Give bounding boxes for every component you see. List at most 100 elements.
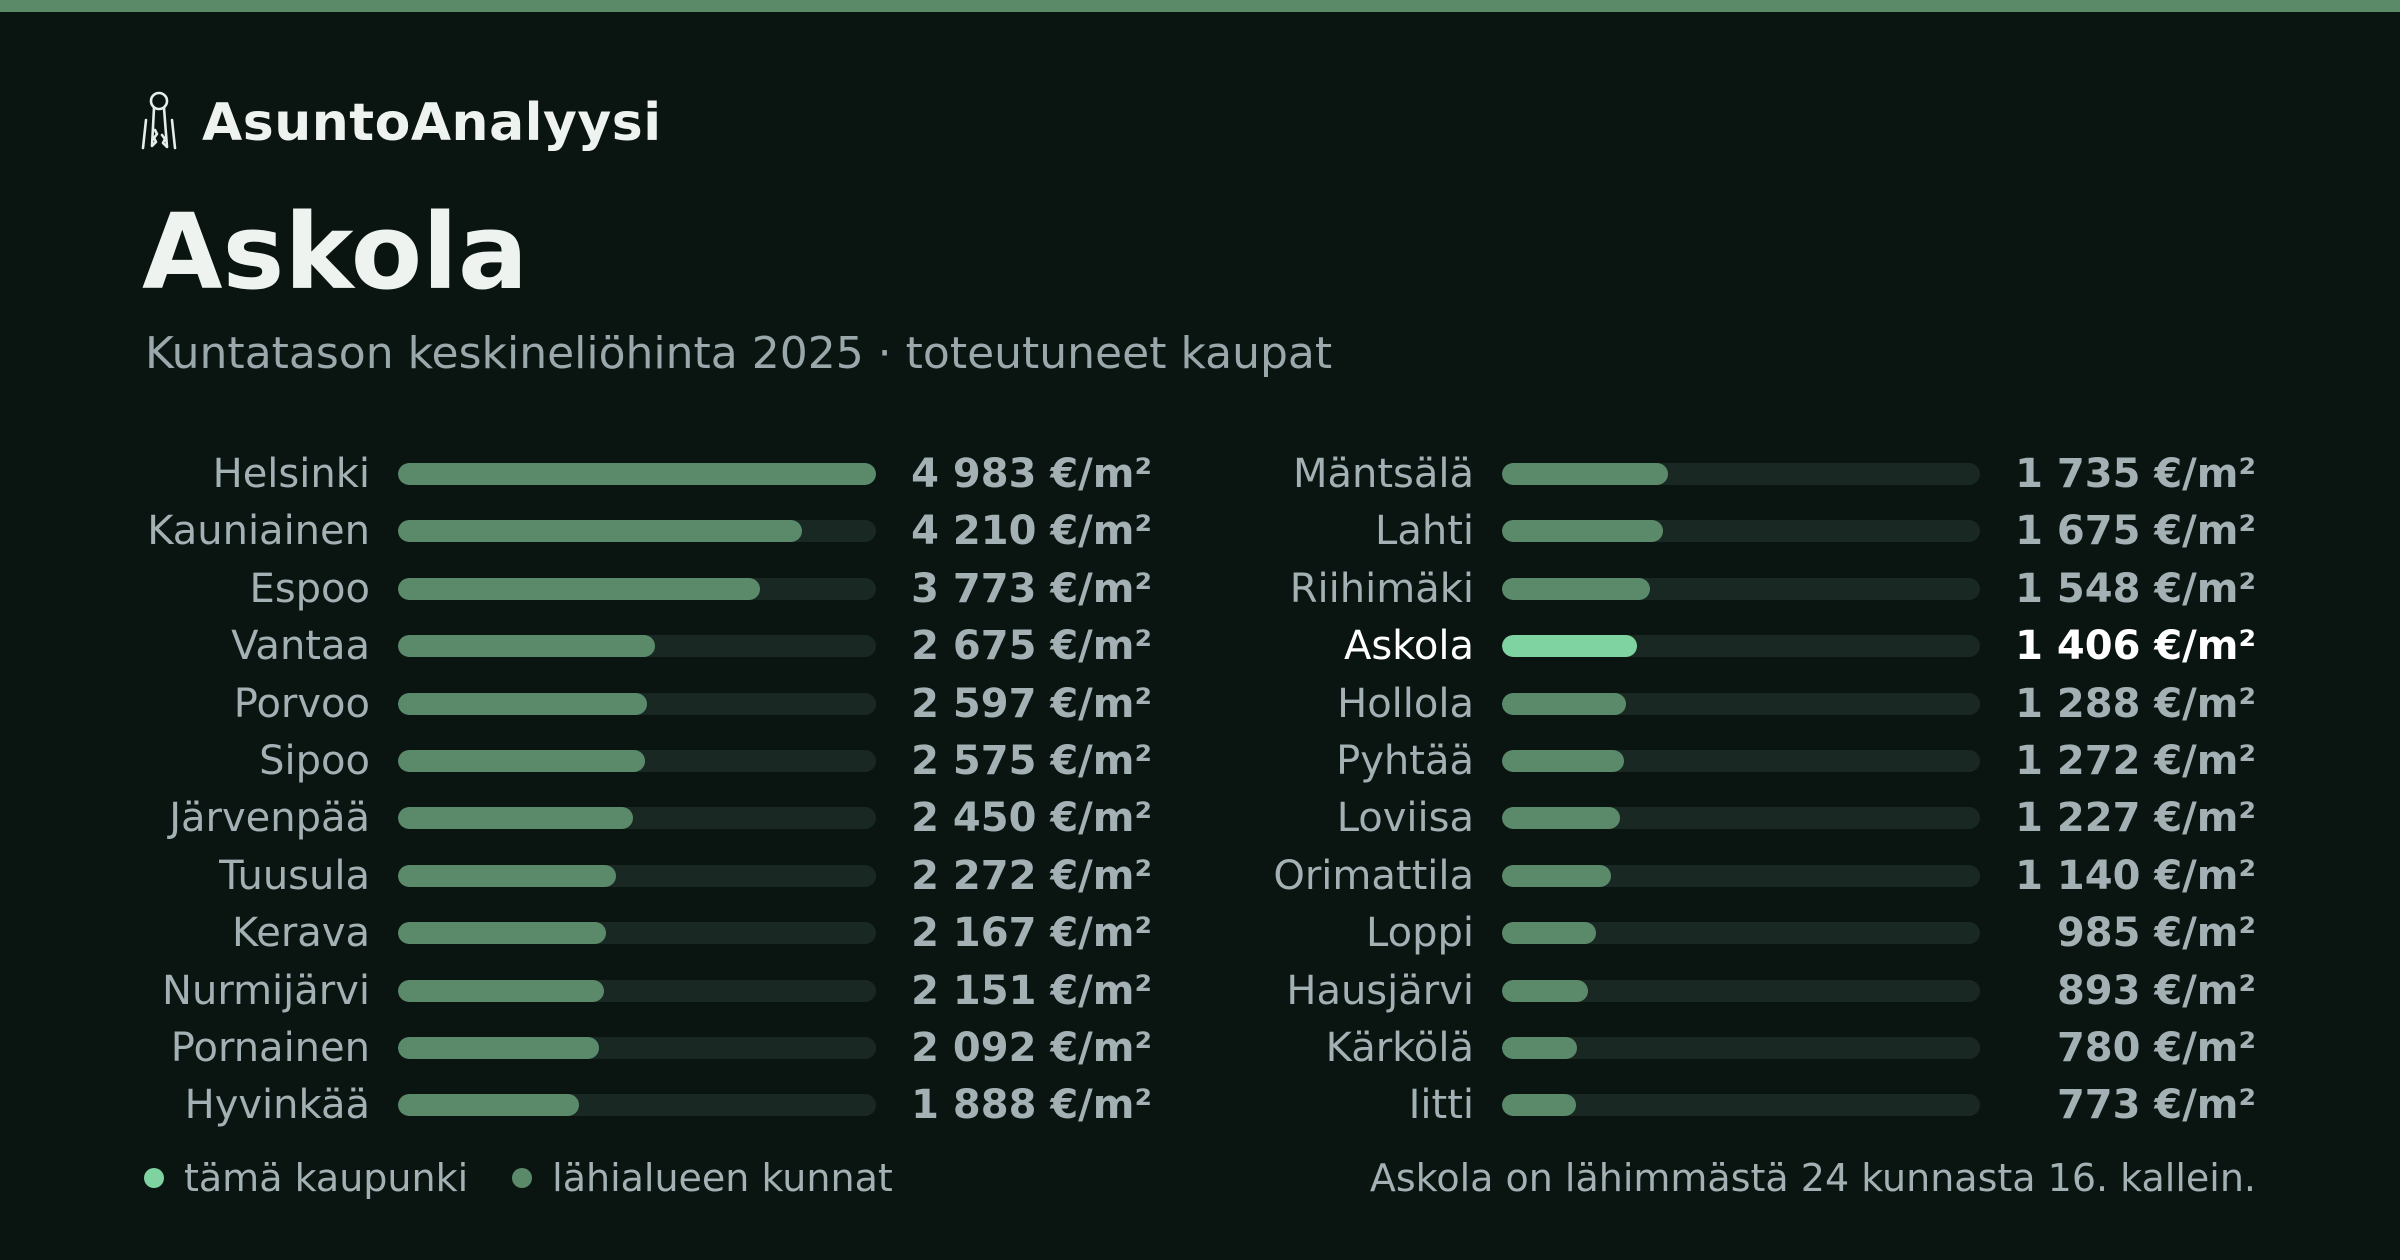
top-accent-bar (0, 0, 2400, 12)
bar-value-label: 1 548 €/m² (2015, 565, 2256, 612)
bar-value-label: 985 €/m² (2056, 910, 2256, 957)
bar-label: Mäntsälä (1292, 451, 1474, 497)
bar-value-label: 2 675 €/m² (911, 623, 1152, 670)
bar-value-label: 2 597 €/m² (911, 680, 1152, 727)
legend-label-this-city: tämä kaupunki (184, 1156, 469, 1200)
keys-icon (140, 90, 178, 156)
legend-dot-nearby (512, 1168, 533, 1188)
bar-row: Hyvinkää 1 888 €/m² (140, 1079, 1152, 1131)
bar-label: Kauniainen (147, 508, 370, 555)
bar (398, 577, 760, 600)
bar-track (1502, 1094, 1980, 1117)
bar (1502, 577, 1651, 600)
bar (1502, 1094, 1577, 1117)
bar-label: Loviisa (1336, 795, 1474, 842)
bar (1502, 463, 1669, 485)
bar-row: Vantaa 2 675 €/m² (140, 620, 1152, 672)
bar-track (398, 463, 876, 485)
bar-row: Järvenpää 2 450 €/m² (140, 792, 1152, 844)
bar (398, 750, 645, 772)
bar-row: Mäntsälä 1 735 €/m² (1244, 448, 2256, 500)
bar-label: Iitti (1408, 1082, 1474, 1129)
bar-value-label: 1 406 €/m² (2015, 623, 2256, 670)
bar-track (1502, 979, 1980, 1002)
bar-label: Järvenpää (169, 795, 370, 842)
bar (1502, 807, 1620, 830)
bar (398, 635, 655, 658)
bar-track (1502, 577, 1980, 600)
bar-value-label: 1 288 €/m² (2015, 680, 2256, 727)
bar-track (398, 577, 876, 600)
bar-row: Orimattila 1 140 €/m² (1244, 850, 2256, 902)
bar-row: Sipoo 2 575 €/m² (140, 735, 1152, 787)
bar-value-label: 1 227 €/m² (2015, 795, 2256, 842)
bar (398, 1094, 580, 1117)
bar-value-label: 1 735 €/m² (2015, 451, 2256, 497)
bar-value-label: 773 €/m² (2056, 1082, 2256, 1129)
bar-row: Lahti 1 675 €/m² (1244, 505, 2256, 557)
legend-label-nearby: lähialueen kunnat (552, 1156, 893, 1200)
bar-track (1502, 463, 1980, 485)
bar-label: Loppi (1366, 910, 1474, 957)
bar-row: Kerava 2 167 €/m² (140, 907, 1152, 959)
bar-label: Vantaa (231, 623, 370, 670)
bar-value-label: 2 167 €/m² (911, 910, 1152, 957)
bar-label: Porvoo (233, 680, 370, 727)
bar-value-label: 2 450 €/m² (911, 795, 1152, 842)
bar (398, 692, 648, 715)
bar-row: Loppi 985 €/m² (1244, 907, 2256, 959)
bar-label: Kerava (232, 910, 370, 957)
bar-track (398, 1037, 876, 1059)
bar-track (398, 1094, 876, 1117)
bar (1502, 520, 1663, 543)
legend: tämä kaupunki lähialueen kunnat (144, 1150, 893, 1206)
bar-value-label: 780 €/m² (2056, 1025, 2256, 1071)
bar-track (1502, 750, 1980, 772)
bar-value-label: 2 272 €/m² (911, 852, 1152, 899)
bar-value-label: 2 151 €/m² (911, 967, 1152, 1014)
bar-track (1502, 1037, 1980, 1059)
bar (1502, 979, 1588, 1002)
bar-label: Hausjärvi (1286, 967, 1474, 1014)
bar-label: Pyhtää (1336, 738, 1474, 784)
bar-label: Orimattila (1273, 852, 1474, 899)
bar-row: Espoo 3 773 €/m² (140, 563, 1152, 615)
bar-track (398, 807, 876, 830)
bar-row: Hausjärvi 893 €/m² (1244, 965, 2256, 1017)
bar-row: Helsinki 4 983 €/m² (140, 448, 1152, 500)
bar-row: Riihimäki 1 548 €/m² (1244, 563, 2256, 615)
bar (1502, 922, 1597, 945)
bar-value-label: 1 675 €/m² (2015, 508, 2256, 555)
bar-row: Kärkölä 780 €/m² (1244, 1022, 2256, 1074)
bar-label: Lahti (1375, 508, 1474, 555)
bar (1502, 692, 1626, 715)
bar (398, 463, 876, 485)
bar-row: Hollola 1 288 €/m² (1244, 678, 2256, 730)
bar (1502, 750, 1625, 772)
bar (1502, 635, 1637, 658)
bar-value-label: 1 888 €/m² (911, 1082, 1152, 1129)
bar-label: Tuusula (219, 852, 370, 899)
bar-track (1502, 922, 1980, 945)
bar-track (398, 922, 876, 945)
page-title: Askola (142, 191, 529, 313)
page-subtitle: Kuntatason keskineliöhinta 2025 · toteut… (145, 328, 1333, 379)
bar (398, 807, 634, 830)
bar (398, 520, 802, 543)
bar-track (1502, 692, 1980, 715)
bar-row: Pyhtää 1 272 €/m² (1244, 735, 2256, 787)
bar (398, 864, 616, 887)
bar-row: Porvoo 2 597 €/m² (140, 678, 1152, 730)
bar-label: Askola (1343, 623, 1474, 670)
bar-track (398, 635, 876, 658)
bar-value-label: 2 092 €/m² (911, 1025, 1152, 1071)
bar-row: Iitti 773 €/m² (1244, 1079, 2256, 1131)
bar-track (398, 692, 876, 715)
bar-value-label: 3 773 €/m² (911, 565, 1152, 612)
bar-track (1502, 864, 1980, 887)
bar-track (398, 864, 876, 887)
brand-name: AsuntoAnalyysi (202, 93, 662, 153)
bar-row: Nurmijärvi 2 151 €/m² (140, 965, 1152, 1017)
bar-value-label: 2 575 €/m² (911, 738, 1152, 784)
bar-value-label: 1 140 €/m² (2015, 852, 2256, 899)
